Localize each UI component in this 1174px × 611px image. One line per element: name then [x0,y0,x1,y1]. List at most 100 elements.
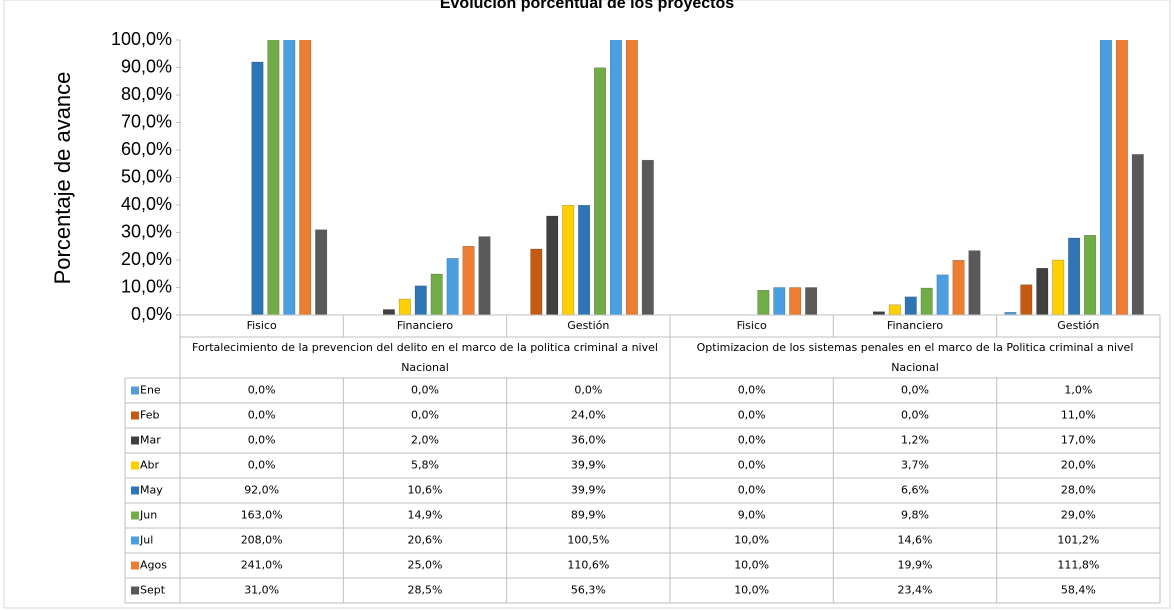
bar [398,298,411,316]
table-cell: 5,8% [411,459,439,472]
table-cell: 0,0% [901,384,929,397]
bar [1036,268,1049,316]
table-cell: 20,0% [1061,459,1096,472]
table-cell: 10,0% [734,584,769,597]
bar [904,296,917,316]
group-label-text: Fortalecimiento de la prevencion del del… [192,341,658,374]
y-tick-label: 40,0% [121,194,172,214]
bar [562,205,575,316]
bar [430,273,443,316]
bar [251,61,264,316]
bar [641,159,654,316]
legend-key [131,436,139,445]
bar [1052,259,1065,316]
legend-key [131,386,139,395]
legend-label: Jun [139,509,157,522]
table-cell: 1,0% [1064,384,1092,397]
table-cell: 14,6% [898,534,933,547]
bar [1084,235,1097,316]
legend-label: Agos [140,559,167,572]
y-tick-label: 100,0% [111,29,172,49]
x-tick-label: Fisico [247,319,277,332]
table-cell: 56,3% [571,584,606,597]
table-cell: 19,9% [898,559,933,572]
table-cell: 0,0% [411,409,439,422]
table-cell: 39,9% [571,484,606,497]
legend-label: Abr [140,459,160,472]
table-cell: 101,2% [1057,534,1099,547]
y-tick-label: 10,0% [121,276,172,296]
table-cell: 28,0% [1061,484,1096,497]
bar [315,229,328,316]
bar [609,40,622,316]
y-axis-title: Porcentaje de avance [50,72,75,285]
y-tick-label: 60,0% [121,139,172,159]
x-tick-label: Gestión [567,319,609,332]
chart-border [3,0,1171,609]
table-cell: 24,0% [571,409,606,422]
legend-key [131,536,139,545]
table-cell: 9,8% [901,509,929,522]
group-label: Fortalecimiento de la prevencion del del… [192,341,658,374]
group-label-text: Optimizacion de los sistemas penales en … [696,341,1134,374]
bar [757,290,770,316]
table-cell: 100,5% [567,534,609,547]
y-tick-label: 70,0% [121,111,172,131]
table-cell: 0,0% [248,384,276,397]
bar [625,40,638,316]
table-cell: 9,0% [738,509,766,522]
table-cell: 28,5% [408,584,443,597]
table-cell: 0,0% [574,384,602,397]
bar [952,260,965,316]
bar [382,309,395,316]
legend-key [131,486,139,495]
y-tick-label: 80,0% [121,84,172,104]
table-cell: 14,9% [408,509,443,522]
bar [462,246,475,316]
bar [920,287,933,316]
table-cell: 2,0% [411,434,439,447]
bar [1068,237,1081,316]
table-cell: 39,9% [571,459,606,472]
table-cell: 163,0% [241,509,283,522]
legend-label: Feb [140,409,159,422]
table-cell: 10,6% [408,484,443,497]
table-cell: 0,0% [248,409,276,422]
table-cell: 23,4% [898,584,933,597]
bar [1131,154,1144,316]
legend-key [131,411,139,420]
bar [888,304,901,316]
y-tick-label: 20,0% [121,249,172,269]
table-cell: 208,0% [241,534,283,547]
table-cell: 3,7% [901,459,929,472]
table-cell: 20,6% [408,534,443,547]
bars [251,40,1144,316]
table-cell: 31,0% [244,584,279,597]
y-tick-label: 0,0% [131,304,172,324]
bar [968,250,981,316]
table-cell: 0,0% [738,484,766,497]
bar [478,236,491,316]
legend-label: Jul [139,534,153,547]
table-cell: 0,0% [901,409,929,422]
y-tick-label: 30,0% [121,221,172,241]
x-tick-label: Gestión [1057,319,1099,332]
table-cell: 0,0% [248,434,276,447]
table-cell: 241,0% [241,559,283,572]
bar [773,287,786,316]
bar [299,40,312,316]
legend-key [131,511,139,520]
legend-label: Sept [140,584,166,597]
legend-label: May [140,484,163,497]
table-cell: 0,0% [738,384,766,397]
table-cell: 6,6% [901,484,929,497]
bar [789,287,802,316]
table-cell: 10,0% [734,559,769,572]
group-label: Optimizacion de los sistemas penales en … [696,341,1134,374]
table-cell: 36,0% [571,434,606,447]
table-cell: 0,0% [248,459,276,472]
x-tick-label: Financiero [397,319,453,332]
table-cell: 10,0% [734,534,769,547]
bar [283,40,296,316]
table-cell: 17,0% [1061,434,1096,447]
